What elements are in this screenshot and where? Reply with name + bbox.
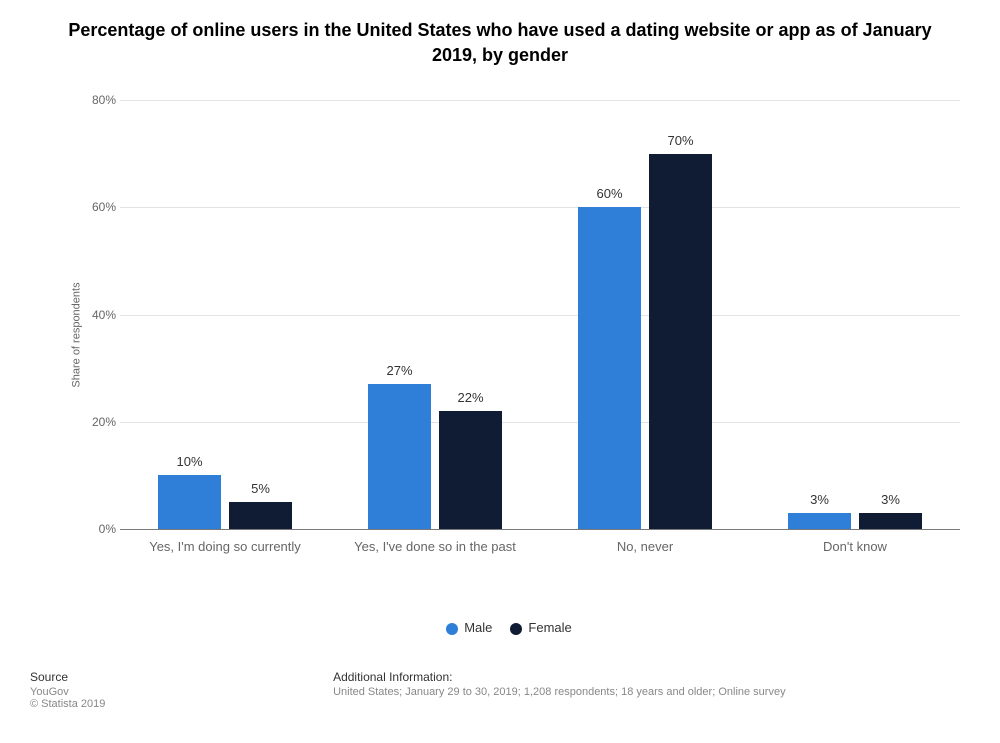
legend-swatch [446,623,458,635]
bar [859,513,922,529]
legend-label: Male [464,620,492,635]
copyright: © Statista 2019 [30,698,330,710]
bar [158,475,221,529]
bar-value-label: 3% [795,492,845,507]
y-tick-label: 80% [82,93,116,107]
bar-value-label: 27% [375,363,425,378]
bar [788,513,851,529]
y-tick-label: 20% [82,415,116,429]
bar-value-label: 10% [165,454,215,469]
source-name: YouGov [30,686,330,698]
bar-value-label: 60% [585,186,635,201]
bar-group: 60%70%No, never [540,100,750,529]
bar-value-label: 3% [866,492,916,507]
legend: Male Female [0,620,1000,635]
chart-area: Share of respondents 0%20%40%60%80%10%5%… [80,100,960,570]
bar-group: 3%3%Don't know [750,100,960,529]
bar [368,384,431,529]
category-label: No, never [617,529,673,554]
bar [578,207,641,529]
bar-value-label: 22% [446,390,496,405]
bar-value-label: 70% [656,133,706,148]
plot-area: 0%20%40%60%80%10%5%Yes, I'm doing so cur… [120,100,960,530]
category-label: Yes, I'm doing so currently [149,529,301,554]
info-text: United States; January 29 to 30, 2019; 1… [333,686,933,698]
bar [229,502,292,529]
category-label: Yes, I've done so in the past [354,529,516,554]
category-label: Don't know [823,529,887,554]
bar-value-label: 5% [236,481,286,496]
bar-group: 10%5%Yes, I'm doing so currently [120,100,330,529]
legend-swatch [510,623,522,635]
source-heading: Source [30,670,330,684]
y-tick-label: 40% [82,308,116,322]
legend-label: Female [528,620,571,635]
y-tick-label: 60% [82,200,116,214]
y-axis-label: Share of respondents [71,282,83,387]
y-tick-label: 0% [82,522,116,536]
bar-group: 27%22%Yes, I've done so in the past [330,100,540,529]
chart-title: Percentage of online users in the United… [0,0,1000,68]
info-heading: Additional Information: [333,670,933,684]
bar [439,411,502,529]
footer: Source YouGov © Statista 2019 Additional… [30,670,970,710]
bar [649,154,712,529]
